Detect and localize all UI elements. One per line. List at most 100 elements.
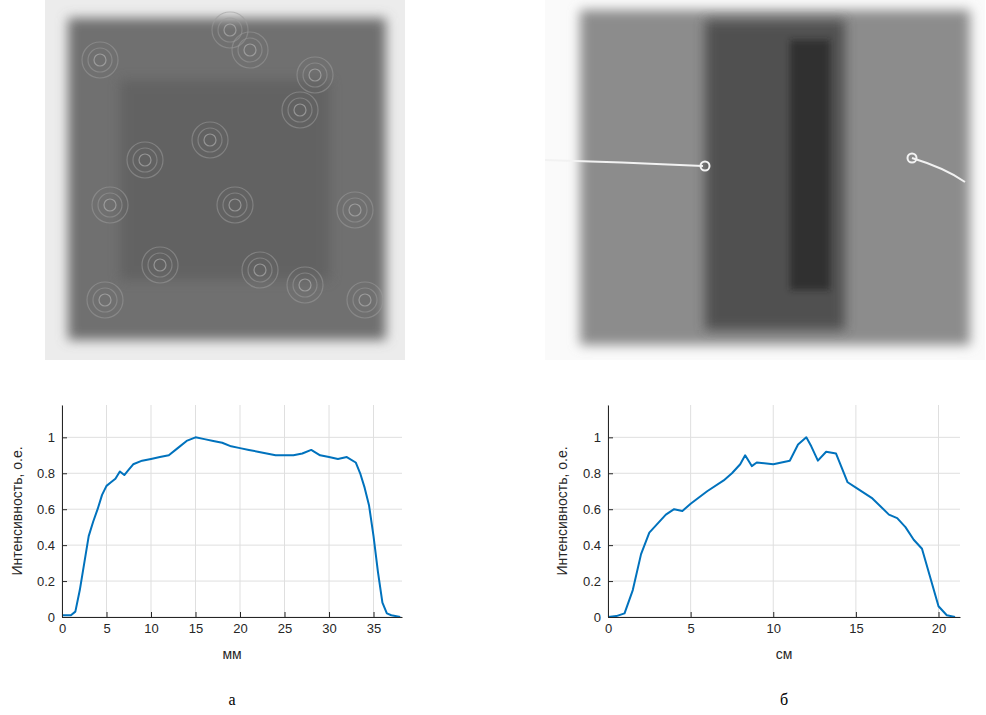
tick: 15 <box>849 612 863 636</box>
tick-label: 0 <box>48 610 55 625</box>
tick-mark <box>691 612 692 617</box>
tick: 10 <box>767 612 781 636</box>
diffraction-ring <box>218 18 242 42</box>
diffraction-ring <box>94 54 106 66</box>
beam-stripe <box>790 40 830 290</box>
tick-mark <box>196 612 197 617</box>
tick-label: 0.8 <box>583 466 601 481</box>
tick: 1 <box>594 430 613 445</box>
plot-area <box>608 437 955 617</box>
tick-mark <box>608 545 613 546</box>
grid-line-y <box>62 473 402 474</box>
tick-mark <box>608 509 613 510</box>
diffraction-ring <box>297 57 333 93</box>
tick-label: 20 <box>932 621 946 636</box>
tick-mark <box>608 437 613 438</box>
intensity-line <box>608 437 955 617</box>
figure: 0510152025303500.20.40.60.81ммИнтенсивно… <box>0 0 986 715</box>
tick-mark <box>608 617 613 618</box>
tick-mark <box>329 612 330 617</box>
tick-label: 15 <box>189 621 203 636</box>
grid-line-y <box>608 581 960 582</box>
plot-area <box>62 437 400 617</box>
grid-line-x <box>938 405 939 617</box>
tick: 25 <box>278 612 292 636</box>
diffraction-ring <box>232 32 268 68</box>
tick-label: 0.2 <box>37 574 55 589</box>
tick-label: 0.6 <box>583 502 601 517</box>
beam-core <box>120 80 330 280</box>
tick-mark <box>374 612 375 617</box>
diffraction-ring <box>288 98 312 122</box>
x-axis: 0 5 10 15 20 <box>605 612 961 636</box>
diffraction-ring <box>299 279 311 291</box>
diffraction-ring <box>309 69 321 81</box>
tick-label: 0.4 <box>37 538 55 553</box>
tick-mark <box>62 617 67 618</box>
photo-background <box>45 0 405 360</box>
tick: 10 <box>144 612 158 636</box>
diffraction-ring <box>359 294 371 306</box>
axis-line <box>608 406 609 618</box>
tick-label: 25 <box>278 621 292 636</box>
diffraction-ring <box>347 282 383 318</box>
axis-line <box>609 617 961 618</box>
diffraction-ring <box>244 44 256 56</box>
diffraction-ring <box>353 288 377 312</box>
diffraction-ring <box>212 12 248 48</box>
diffraction-ring <box>93 288 117 312</box>
grid-line-x <box>106 405 107 617</box>
y-axis: 0 0.2 0.4 0.6 0.8 1 <box>37 406 67 625</box>
diffraction-ring <box>82 42 118 78</box>
diffraction-ring <box>98 193 122 217</box>
y-axis: 00.20.40.60.81 <box>583 406 613 625</box>
wire-loop <box>701 162 710 171</box>
tick-mark <box>107 612 108 617</box>
tick: 0.6 <box>37 502 67 517</box>
diffraction-ring <box>242 252 278 288</box>
tick-label: 0 <box>605 621 612 636</box>
tick-label: 35 <box>367 621 381 636</box>
axis-line <box>62 406 63 618</box>
chart: 0510152000.20.40.60.81смИнтенсивность, о… <box>554 405 961 708</box>
tick: 0 <box>48 610 67 625</box>
grid-line-x <box>855 405 856 617</box>
tick-label: 0 <box>594 610 601 625</box>
tick-mark <box>285 612 286 617</box>
grid-line-y <box>608 545 960 546</box>
diffraction-ring <box>127 142 163 178</box>
diffraction-ring <box>104 199 116 211</box>
grid-line-y <box>608 617 960 618</box>
beam-core <box>705 20 845 330</box>
tick-mark <box>773 612 774 617</box>
diffraction-ring <box>349 204 361 216</box>
tick: 5 <box>688 612 695 636</box>
tick: 0.8 <box>37 466 67 481</box>
beam-photo-b <box>545 0 985 360</box>
x-axis: 05101520253035 <box>59 612 403 636</box>
grid-line-y <box>62 437 402 438</box>
tick-label: 20 <box>233 621 247 636</box>
diffraction-ring <box>343 198 367 222</box>
grid-line-x <box>62 405 63 617</box>
grid-line-y <box>62 581 402 582</box>
diffraction-ring <box>217 187 253 223</box>
beam-spot <box>68 18 386 340</box>
grid-line-y <box>608 509 960 510</box>
tick-label: 1 <box>594 430 601 445</box>
tick: 0.2 <box>37 574 67 589</box>
axis-line <box>63 617 403 618</box>
grid-line-y <box>62 509 402 510</box>
diffraction-ring <box>229 199 241 211</box>
grid-line-y <box>62 545 402 546</box>
tick-label: 10 <box>144 621 158 636</box>
tick-mark <box>62 581 67 582</box>
diffraction-ring <box>192 122 228 158</box>
diffraction-ring <box>87 282 123 318</box>
diffraction-ring <box>254 264 266 276</box>
tick: 15 <box>189 612 203 636</box>
tick-label: 1 <box>48 430 55 445</box>
tick-mark <box>62 473 67 474</box>
diffraction-ring <box>224 24 236 36</box>
tick-mark <box>62 509 67 510</box>
